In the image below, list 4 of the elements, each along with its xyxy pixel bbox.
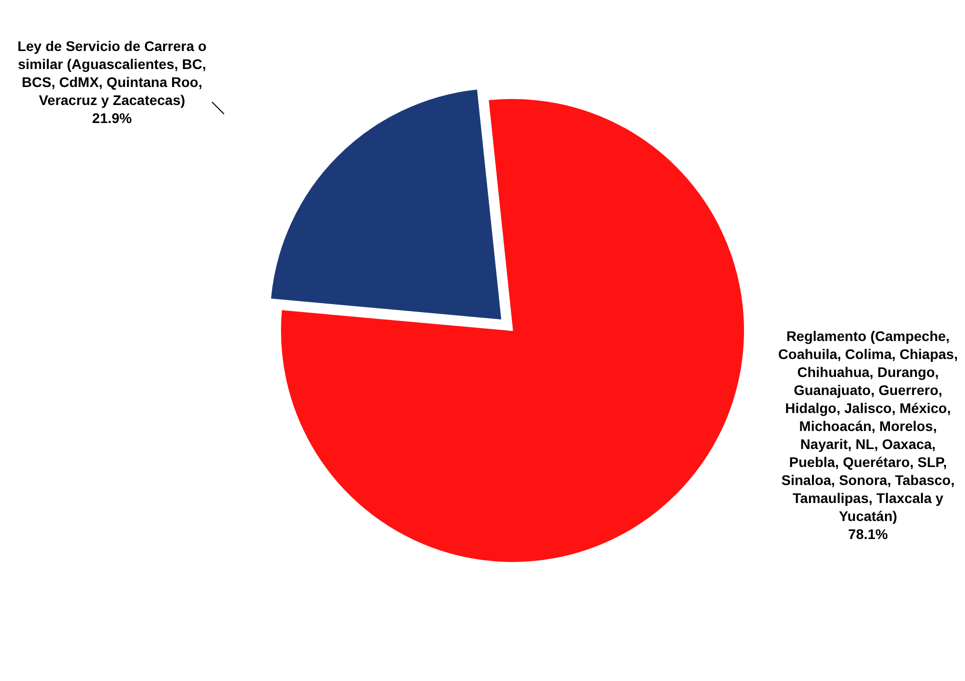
data-label: 21.9% xyxy=(92,110,132,126)
category-label: Reglamento (Campeche, Coahuila, Colima, Chiapas, Chihuahua, Durango, Guanajuato, Guerrero, Hidalgo, Jalisco, México, Michoacán, Morelos, Nayarit, NL, Oaxaca, Puebla, Querétaro, SLP, Sinaloa, Sonora, Tabasco, Tamaulipas, Tlaxcala y Yucatán) xyxy=(778,328,958,524)
slice-label: Ley de Servicio de Carrera o similar (Aguascalientes, BC, BCS, CdMX, Quintana Roo, Veracruz y Zacatecas) xyxy=(17,38,207,108)
data-label: 78.1% xyxy=(848,526,888,542)
